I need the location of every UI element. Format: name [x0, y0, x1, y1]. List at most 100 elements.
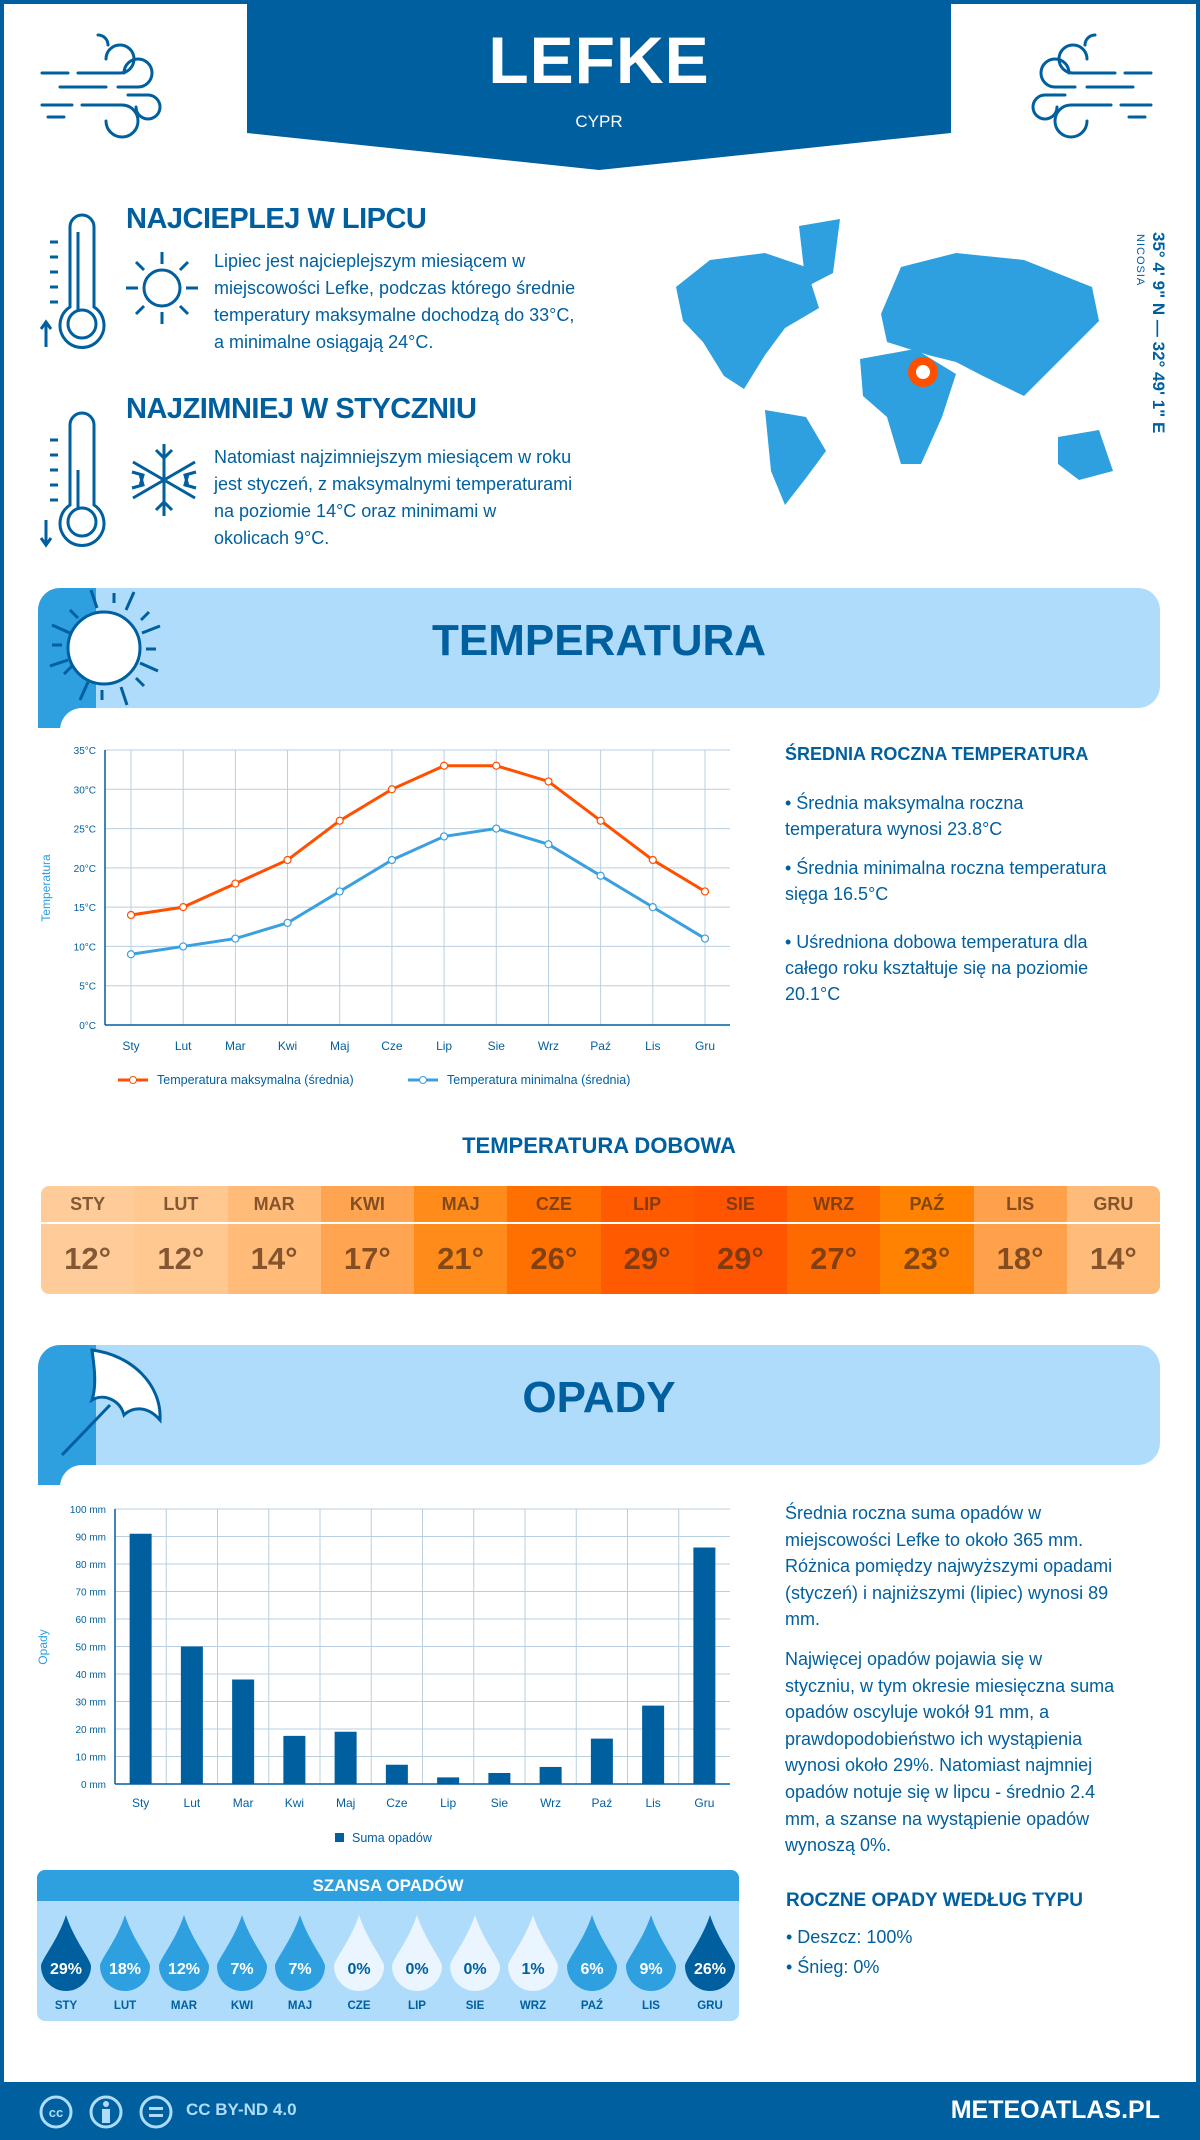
y-tick-label: 20°C: [74, 864, 96, 875]
data-point: [648, 855, 657, 865]
thermometer-hot-icon: [39, 213, 106, 349]
month-label: PAŹ: [581, 1999, 603, 2012]
cc-license-icons[interactable]: cc: [38, 2094, 178, 2130]
x-tick-label: Mar: [233, 1796, 254, 1810]
africa: [860, 349, 956, 464]
greenland: [799, 219, 840, 287]
month-label: PAŹ: [880, 1186, 974, 1224]
daily-temperature-value: 21°: [437, 1241, 485, 1276]
eurasia: [881, 253, 1099, 396]
raindrop-icon: [626, 1915, 676, 1991]
precipitation-chance-value: 0%: [405, 1961, 428, 1978]
data-point: [492, 761, 501, 770]
y-tick-label: 20 mm: [75, 1725, 106, 1736]
x-tick-label: Gru: [694, 1796, 714, 1810]
y-tick-label: 40 mm: [75, 1670, 106, 1681]
text-line: sięga 16.5°C: [785, 884, 889, 904]
x-tick-label: Lip: [440, 1796, 456, 1810]
y-tick-label: 0 mm: [81, 1780, 106, 1791]
x-tick-label: Sty: [122, 1039, 139, 1053]
text-line: 20.1°C: [785, 984, 841, 1004]
x-tick-label: Kwi: [285, 1796, 304, 1810]
month-label: CZE: [348, 2000, 371, 2012]
precipitation-banner: [96, 1345, 1160, 1465]
month-label: LIS: [973, 1186, 1067, 1224]
y-tick-label: 100 mm: [70, 1505, 106, 1516]
month-label: GRU: [697, 2000, 723, 2012]
daily-temperature-lis: LIS 18°: [973, 1186, 1067, 1294]
data-point: [283, 855, 292, 865]
data-point: [544, 840, 553, 849]
australia: [1058, 430, 1113, 480]
text-line: opadów notuje się w lipcu - średnio 2.4: [785, 1781, 1096, 1802]
precipitation-chance-value: 7%: [230, 1961, 253, 1978]
daily-temperature-mar: MAR 14°: [227, 1186, 321, 1294]
wind-icon-right: [1031, 33, 1153, 139]
x-tick-label: Kwi: [278, 1039, 297, 1053]
y-tick-label: 30 mm: [75, 1698, 106, 1709]
bar: [642, 1705, 665, 1784]
umbrella-icon: [60, 1348, 162, 1457]
data-point: [544, 777, 553, 786]
x-tick-label: Cze: [381, 1039, 403, 1053]
data-point: [700, 934, 710, 943]
text-line: temperatury maksymalne dochodzą do 33°C,: [214, 305, 575, 325]
daily-temperature-value: 29°: [623, 1241, 671, 1276]
cc-icon: [39, 2095, 73, 2129]
section-strip: [38, 1345, 98, 1485]
daily-temperature-cze: CZE 26°: [507, 1186, 601, 1294]
text-line: Lipiec jest najcieplejszym miesiącem w: [214, 251, 526, 271]
precipitation-chance-value: 1%: [521, 1961, 544, 1978]
text-line: • Uśredniona dobowa temperatura dla: [785, 932, 1088, 952]
y-tick-label: 35°C: [74, 746, 96, 757]
site-link[interactable]: METEOATLAS.PL: [950, 2096, 1160, 2124]
x-tick-label: Lut: [184, 1796, 201, 1810]
x-tick-label: Gru: [695, 1039, 715, 1053]
data-point: [335, 887, 344, 896]
bar: [283, 1735, 306, 1784]
precipitation-chance-panel: SZANSA OPADÓW 29% STY 18% LUT 12% MAR 7% KWI 7% M…: [37, 1870, 739, 2021]
daily-temperature-value: 26°: [530, 1241, 578, 1276]
x-tick-label: Maj: [336, 1796, 355, 1810]
daily-temperature-value: 18°: [996, 1241, 1044, 1276]
y-tick-label: 60 mm: [75, 1615, 106, 1626]
text-line: miejscowości Lefke, podczas którego śred…: [214, 278, 576, 298]
month-label: WRZ: [787, 1186, 881, 1224]
text-line: styczniu, w tym okresie miesięczna suma: [785, 1675, 1115, 1696]
text-line: miejscowości Lefke to około 365 mm.: [785, 1529, 1084, 1550]
legend-label: Temperatura minimalna (średnia): [447, 1073, 630, 1087]
data-point: [596, 816, 605, 825]
text-line: Różnica pomiędzy najwyższymi opadami: [785, 1556, 1113, 1577]
daily-temperature-value: 14°: [1089, 1241, 1137, 1276]
y-tick-label: 10 mm: [75, 1753, 106, 1764]
bar: [129, 1533, 152, 1784]
temperature-chart: 0°C 5°C 10°C 15°C 20°C 25°C 30°C 35°C Sty Lut Mar K…: [39, 746, 730, 1087]
temperature-banner: [96, 588, 1160, 708]
license-text[interactable]: CC BY-ND 4.0: [186, 2100, 297, 2119]
x-tick-label: Sie: [488, 1039, 506, 1053]
data-point: [387, 785, 397, 794]
month-label: MAR: [171, 2000, 198, 2012]
nd-icon: [139, 2095, 173, 2129]
y-tick-label: 50 mm: [75, 1643, 106, 1654]
raindrop-icon: [508, 1915, 558, 1991]
month-label: LUT: [114, 2000, 136, 2012]
month-label: SIE: [466, 2000, 485, 2012]
data-point: [283, 918, 292, 927]
data-point: [335, 816, 344, 825]
y-tick-label: 10°C: [74, 942, 96, 953]
north-america: [676, 253, 819, 389]
capital-label: NICOSIA: [1134, 234, 1146, 287]
warmest-heading: NAJCIEPLEJ W LIPCU: [126, 203, 427, 235]
text-line: całego roku kształtuje się na poziomie: [785, 958, 1089, 978]
text-line: jest styczeń, z maksymalnymi temperatura…: [214, 474, 573, 494]
daily-temperature-sie: SIE 29°: [693, 1186, 787, 1294]
daily-temperature-value: 29°: [716, 1241, 764, 1276]
month-label: SIE: [693, 1186, 787, 1224]
legend-label: Suma opadów: [352, 1831, 433, 1845]
coordinates: 35° 4' 9" N — 32° 49' 1" E: [1149, 232, 1168, 434]
text-line: na poziomie 14°C oraz minimami w: [214, 501, 497, 521]
text-line: prawdopodobieństwo ich wystąpienia: [785, 1728, 1083, 1749]
month-label: MAJ: [288, 2000, 312, 2012]
text-line: okolicach 9°C.: [214, 528, 330, 548]
